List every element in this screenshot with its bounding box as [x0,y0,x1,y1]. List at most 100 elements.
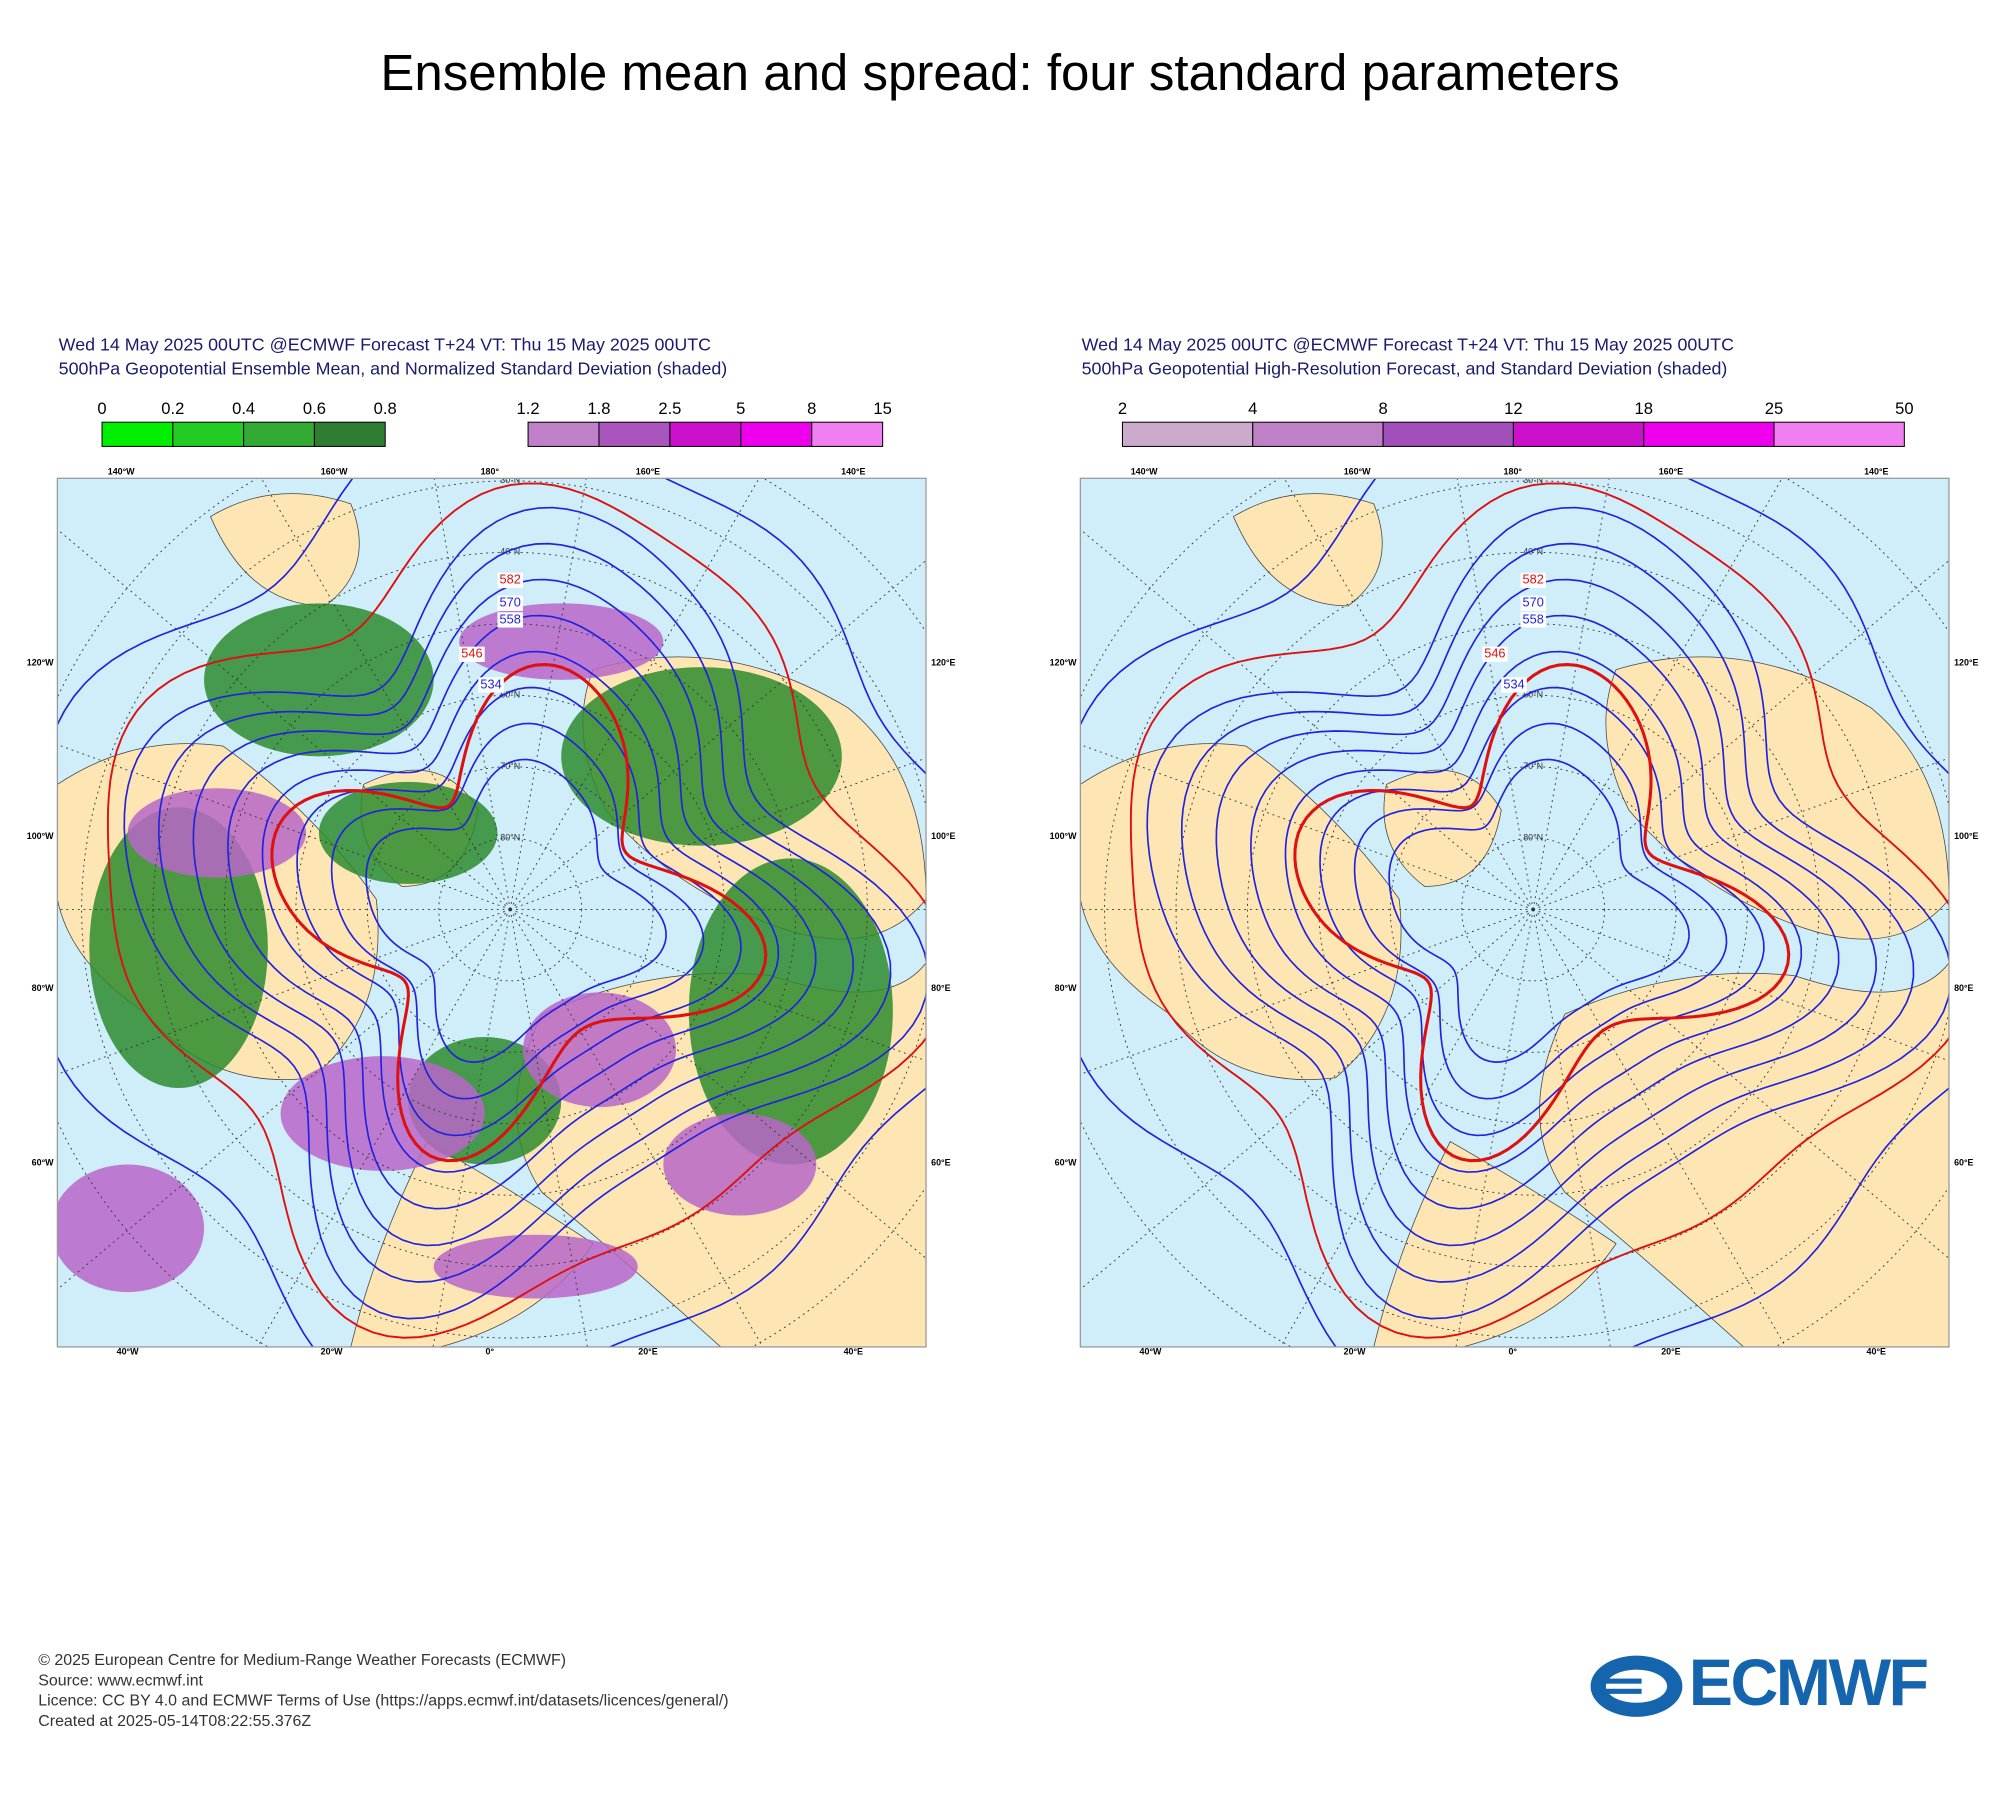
longitude-label: 20°W [1344,1346,1366,1356]
longitude-label: 140°W [108,466,135,476]
contour [1180,542,1915,1283]
colorbar-swatch [1252,421,1384,447]
land [1080,743,1402,1081]
colorbar-tick-label: 25 [1765,399,1783,418]
colorbar-swatch [1643,421,1775,447]
contour [106,482,927,1339]
colorbar-swatch [313,421,386,447]
land [209,493,360,607]
panel-header: Wed 14 May 2025 00UTC @ECMWF Forecast T+… [1082,334,1734,354]
longitude-label: 160°E [1659,466,1683,476]
contour-label: 534 [480,676,501,691]
contour [330,722,705,1100]
contour [227,614,817,1210]
panel-header: 500hPa Geopotential Ensemble Mean, and N… [59,359,728,379]
contour [192,578,855,1247]
footer: © 2025 European Centre for Medium-Range … [38,1652,728,1730]
colorbar-tick-label: 0.8 [374,399,397,418]
colorbar-tick-label: 15 [873,399,891,418]
longitude-label: 0° [1508,1346,1517,1356]
colorbar-swatch [243,421,315,447]
spread-shading [204,603,434,757]
latitude-label: 40°N [1523,547,1543,557]
contour [57,478,927,1347]
contour [1129,482,1949,1339]
latitude-label: 30°N [500,475,520,485]
contour-label: 558 [1523,611,1544,626]
logo-mark [1603,1688,1642,1694]
contour [1353,722,1728,1100]
colorbar-tick-label: 50 [1895,399,1913,418]
spread-shading [280,1056,485,1171]
footer-line: Source: www.ecmwf.int [38,1672,203,1689]
longitude-label: 160°E [636,466,660,476]
colorbar-tick-label: 0 [97,399,106,418]
colorbar-swatch [101,421,174,447]
colorbar-tick-label: 0.4 [232,399,255,418]
map-panel: Wed 14 May 2025 00UTC @ECMWF Forecast T+… [1050,334,1979,1356]
contour-label: 558 [500,611,521,626]
contour-label-bg [1520,595,1546,611]
latitude-circle [1461,837,1606,982]
contour-label-bg [478,677,504,693]
longitude-label: 120°W [27,658,54,668]
latitude-circle [1104,480,1949,1339]
longitude-label: 20°E [638,1346,657,1356]
contour [1215,578,1877,1247]
footer-line: Created at 2025-05-14T08:22:55.376Z [38,1713,311,1730]
longitude-label: 180° [1504,466,1523,476]
longitude-label: 140°E [1864,466,1888,476]
longitude-label: 40°E [844,1346,863,1356]
longitude-label: 160°W [321,466,348,476]
longitude-label: 40°E [1867,1346,1886,1356]
longitude-label: 80°W [1055,983,1077,993]
map: 80°N70°N60°N50°N40°N30°N20°N582570558546… [57,475,927,1347]
map-frame [56,477,927,1348]
latitude-label: 70°N [500,761,520,771]
colorbar-tick-label: 0.2 [161,399,184,418]
spread-shading [522,992,677,1108]
panel-header: 500hPa Geopotential High-Resolution Fore… [1082,359,1728,379]
logo-mark [1605,1669,1668,1703]
colorbar-swatch [598,421,671,447]
contour-label-bg [1520,612,1546,628]
contour-label-bg [1501,677,1527,693]
longitude-label: 80°E [931,983,950,993]
colorbar-tick-label: 0.6 [303,399,326,418]
contour-label-bg [1520,572,1546,589]
contour-label-bg [497,572,523,589]
longitude-label: 40°W [117,1346,139,1356]
spread-shading [127,788,307,878]
longitude-label: 140°E [841,466,865,476]
land [1539,962,1949,1347]
colorbar-tick-label: 18 [1634,399,1652,418]
contour [1146,506,1949,1320]
footer-line: Licence: CC BY 4.0 and ECMWF Terms of Us… [38,1693,728,1710]
contour [123,506,927,1320]
latitude-circle [438,837,583,982]
contour-label: 570 [500,595,521,610]
map: 80°N70°N60°N50°N40°N30°N20°N582570558546… [1080,478,1949,1347]
contour-label-bg [497,612,523,628]
contour [296,686,742,1137]
contour [1284,650,1803,1173]
colorbar-tick-label: 4 [1248,399,1257,418]
contour [1080,478,1949,1347]
longitude-label: 120°W [1050,658,1077,668]
colorbar-swatch [172,421,245,447]
longitude-label: 180° [481,466,500,476]
page-title: Ensemble mean and spread: four standard … [380,44,1619,101]
footer-line: © 2025 European Centre for Medium-Range … [38,1652,566,1669]
latitude-label: 80°N [500,832,520,842]
contour [1293,663,1791,1163]
colorbar-tick-label: 8 [807,399,816,418]
colorbar-swatch [740,421,813,447]
latitude-circle [1389,766,1677,1053]
longitude-label: 0° [486,1346,495,1356]
contour [270,663,768,1163]
contour [157,542,892,1283]
logo-text: ECMWF [1689,1646,1928,1720]
map-panel: Wed 14 May 2025 00UTC @ECMWF Forecast T+… [27,334,956,1356]
longitude-label: 120°E [931,658,955,668]
contour-label-bg [459,646,485,662]
